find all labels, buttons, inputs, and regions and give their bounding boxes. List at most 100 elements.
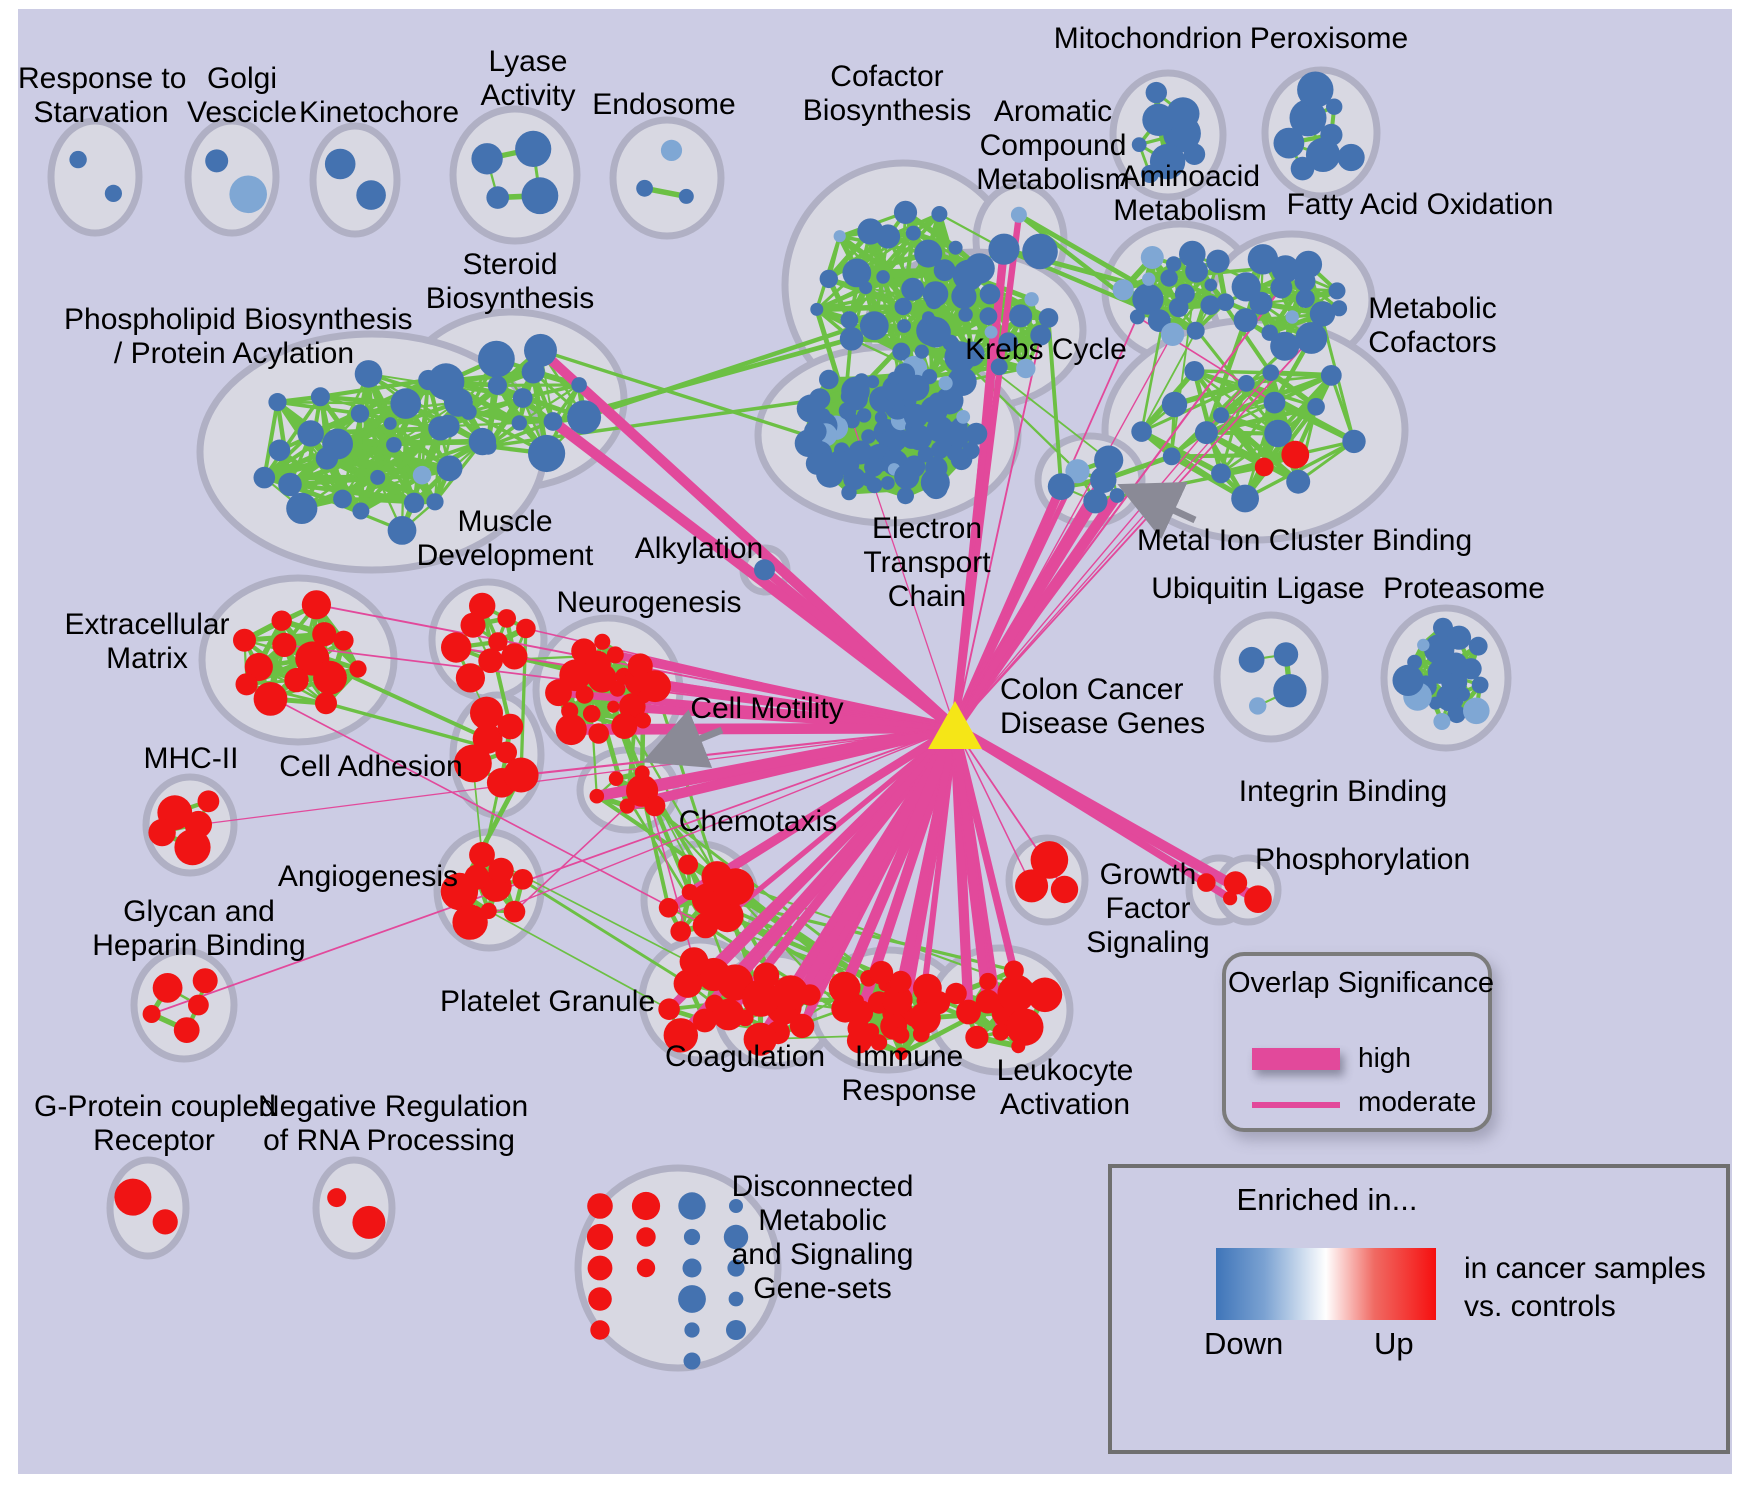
gene-node[interactable] [893, 200, 918, 224]
gene-node[interactable] [880, 476, 895, 490]
gene-node[interactable] [931, 206, 948, 222]
gene-node[interactable] [469, 592, 496, 620]
gene-node[interactable] [441, 632, 472, 663]
gene-node[interactable] [670, 921, 691, 942]
gene-node[interactable] [142, 1005, 161, 1023]
gene-node[interactable] [104, 184, 122, 202]
gene-node[interactable] [333, 489, 352, 509]
gene-node[interactable] [773, 975, 809, 1011]
gene-node[interactable] [810, 302, 824, 316]
gene-node[interactable] [1223, 871, 1248, 895]
gene-node[interactable] [503, 757, 539, 793]
gene-node[interactable] [619, 798, 635, 814]
gene-node[interactable] [1011, 1039, 1026, 1054]
gene-node[interactable] [440, 872, 479, 911]
gene-node[interactable] [901, 277, 925, 301]
gene-node[interactable] [894, 464, 920, 490]
gene-node[interactable] [990, 358, 1008, 376]
gene-node[interactable] [352, 1205, 386, 1239]
gene-node[interactable] [1286, 469, 1311, 494]
gene-node[interactable] [933, 259, 956, 282]
gene-node[interactable] [1004, 960, 1024, 981]
gene-node[interactable] [1281, 440, 1310, 469]
gene-node[interactable] [315, 447, 339, 470]
gene-node[interactable] [678, 188, 694, 204]
gene-node[interactable] [1328, 282, 1346, 300]
gene-node[interactable] [866, 477, 883, 494]
gene-node[interactable] [1050, 875, 1079, 904]
gene-node[interactable] [69, 150, 87, 169]
gene-node[interactable] [843, 467, 866, 491]
gene-node[interactable] [842, 258, 872, 288]
gene-node[interactable] [1446, 625, 1472, 650]
gene-node[interactable] [1016, 358, 1036, 379]
gene-node[interactable] [1047, 473, 1075, 500]
gene-node[interactable] [794, 429, 823, 458]
gene-node[interactable] [436, 455, 463, 482]
gene-node[interactable] [152, 973, 183, 1003]
gene-node[interactable] [501, 643, 528, 670]
gene-node[interactable] [452, 904, 488, 940]
gene-node[interactable] [497, 713, 524, 740]
gene-node[interactable] [984, 325, 998, 339]
gene-node[interactable] [833, 230, 846, 243]
gene-node[interactable] [1200, 295, 1221, 316]
gene-node[interactable] [1065, 459, 1090, 484]
gene-node[interactable] [1271, 255, 1300, 283]
gene-node[interactable] [1142, 272, 1156, 286]
gene-node[interactable] [284, 667, 309, 693]
gene-node[interactable] [1168, 297, 1189, 318]
gene-node[interactable] [679, 947, 709, 976]
gene-node[interactable] [753, 962, 780, 989]
gene-node[interactable] [1285, 310, 1299, 324]
gene-node[interactable] [1160, 269, 1178, 287]
gene-node[interactable] [589, 788, 605, 804]
gene-node[interactable] [948, 240, 963, 255]
gene-node[interactable] [924, 475, 948, 500]
gene-node[interactable] [587, 1255, 613, 1281]
gene-node[interactable] [587, 1193, 613, 1219]
gene-node[interactable] [1263, 391, 1286, 414]
gene-node[interactable] [383, 417, 397, 430]
gene-node[interactable] [754, 559, 775, 581]
gene-node[interactable] [188, 994, 209, 1016]
gene-node[interactable] [192, 968, 218, 994]
gene-node[interactable] [1309, 301, 1336, 327]
gene-node[interactable] [889, 970, 912, 993]
gene-node[interactable] [555, 713, 587, 746]
gene-node[interactable] [897, 319, 911, 333]
gene-node[interactable] [922, 311, 935, 324]
gene-node[interactable] [728, 1291, 744, 1307]
gene-node[interactable] [545, 679, 572, 707]
gene-node[interactable] [1211, 463, 1231, 484]
gene-node[interactable] [488, 632, 508, 652]
gene-node[interactable] [663, 1018, 698, 1053]
gene-node[interactable] [470, 696, 503, 730]
gene-node[interactable] [324, 148, 356, 180]
gene-node[interactable] [956, 999, 981, 1025]
gene-node[interactable] [1233, 308, 1258, 333]
gene-node[interactable] [1112, 279, 1134, 301]
gene-node[interactable] [682, 1258, 702, 1278]
gene-node[interactable] [922, 281, 949, 307]
gene-node[interactable] [1166, 256, 1182, 272]
gene-node[interactable] [1183, 143, 1206, 165]
gene-node[interactable] [1424, 634, 1455, 665]
gene-node[interactable] [521, 177, 559, 215]
gene-node[interactable] [386, 437, 402, 453]
gene-node[interactable] [354, 360, 383, 388]
gene-node[interactable] [1320, 365, 1342, 386]
gene-node[interactable] [1433, 713, 1451, 730]
gene-node[interactable] [681, 883, 698, 901]
gene-node[interactable] [1015, 869, 1049, 903]
gene-node[interactable] [1428, 696, 1442, 710]
gene-node[interactable] [1027, 977, 1063, 1013]
gene-node[interactable] [152, 1209, 178, 1235]
gene-node[interactable] [352, 502, 370, 520]
gene-node[interactable] [861, 429, 876, 444]
gene-node[interactable] [1337, 143, 1365, 172]
gene-node[interactable] [952, 259, 984, 291]
gene-node[interactable] [846, 1028, 873, 1054]
gene-node[interactable] [1468, 636, 1488, 656]
gene-node[interactable] [271, 610, 292, 631]
